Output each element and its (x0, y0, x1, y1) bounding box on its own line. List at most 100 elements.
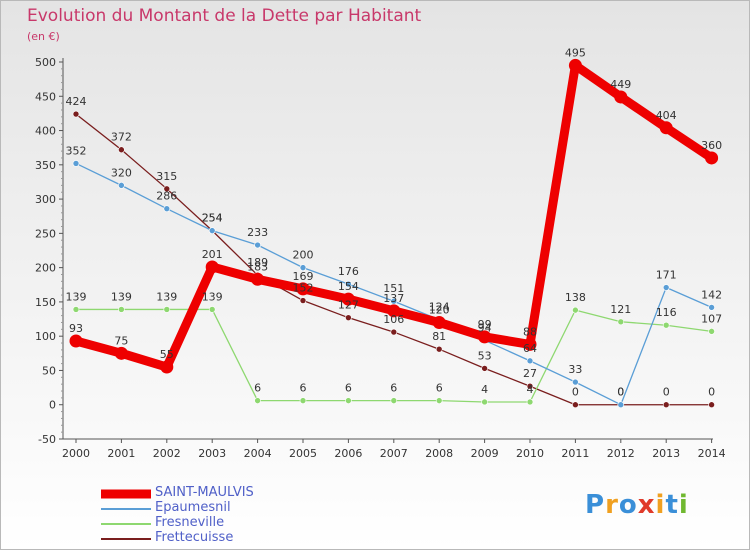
data-label-fresneville: 4 (527, 383, 534, 396)
data-label-fresneville: 107 (701, 312, 722, 325)
x-tick-label: 2003 (198, 447, 226, 460)
data-label-frettecuisse: 189 (247, 256, 268, 269)
data-label-epaumesnil: 151 (383, 282, 404, 295)
data-point-epaumesnil (390, 297, 398, 305)
data-label-fresneville: 139 (111, 290, 132, 303)
legend-label: SAINT-MAULVIS (155, 485, 254, 500)
data-point-epaumesnil (526, 357, 534, 365)
data-point-frettecuisse (708, 401, 715, 409)
data-point-saint-maulvis (568, 58, 582, 72)
y-tick-label: 300 (35, 193, 56, 206)
data-label-frettecuisse: 0 (708, 386, 715, 399)
logo-letter: r (605, 490, 619, 520)
data-label-fresneville: 6 (345, 382, 352, 395)
data-label-saint-maulvis: 404 (656, 109, 677, 122)
data-label-fresneville: 139 (202, 290, 223, 303)
data-label-fresneville: 6 (436, 382, 443, 395)
data-point-frettecuisse (481, 365, 488, 372)
x-tick-label: 2010 (516, 447, 544, 460)
y-tick-label: 50 (42, 364, 56, 377)
data-point-epaumesnil (72, 160, 80, 167)
data-point-saint-maulvis (114, 346, 128, 360)
data-point-epaumesnil (254, 241, 261, 249)
data-point-epaumesnil (572, 378, 579, 386)
data-label-saint-maulvis: 99 (478, 318, 492, 331)
x-tick-label: 2004 (244, 447, 272, 460)
data-label-fresneville: 138 (565, 291, 586, 304)
legend-swatch (101, 523, 151, 525)
data-point-frettecuisse (163, 185, 171, 193)
data-label-frettecuisse: 0 (663, 386, 670, 399)
data-label-epaumesnil: 124 (429, 301, 450, 314)
data-point-frettecuisse (72, 110, 80, 118)
data-point-saint-maulvis (523, 337, 537, 351)
data-label-fresneville: 6 (390, 382, 397, 395)
x-tick-label: 2006 (334, 447, 362, 460)
chart-subtitle: (en €) (27, 30, 60, 43)
data-point-fresneville (72, 306, 80, 313)
x-tick-label: 2013 (652, 447, 680, 460)
data-point-epaumesnil (163, 205, 171, 212)
data-point-saint-maulvis (614, 90, 628, 104)
logo-letter: o (618, 490, 638, 520)
data-label-fresneville: 116 (656, 306, 677, 319)
legend-label: Epaumesnil (155, 500, 231, 515)
data-label-saint-maulvis: 360 (701, 139, 722, 152)
data-point-saint-maulvis (69, 334, 83, 348)
chart-title: Evolution du Montant de la Dette par Hab… (27, 6, 422, 26)
data-label-epaumesnil: 233 (247, 226, 268, 239)
data-point-fresneville (118, 306, 125, 313)
data-point-fresneville (617, 318, 625, 326)
data-point-frettecuisse (390, 328, 398, 336)
data-label-frettecuisse: 424 (66, 95, 87, 108)
data-label-epaumesnil: 64 (523, 342, 537, 355)
data-label-fresneville: 4 (481, 383, 488, 396)
data-point-frettecuisse (662, 401, 670, 409)
logo-letter: t (665, 490, 679, 520)
y-tick-label: 0 (49, 399, 56, 412)
data-point-frettecuisse (118, 146, 125, 154)
data-point-fresneville (435, 397, 443, 404)
data-label-frettecuisse: 254 (202, 212, 223, 225)
data-point-epaumesnil (662, 284, 670, 291)
data-point-fresneville (345, 397, 352, 404)
data-label-frettecuisse: 106 (383, 313, 404, 326)
y-tick-label: 500 (35, 56, 56, 69)
data-point-fresneville (526, 398, 534, 406)
y-tick-label: -50 (38, 433, 56, 446)
data-label-fresneville: 6 (254, 382, 261, 395)
x-tick-label: 2008 (425, 447, 453, 460)
data-point-frettecuisse (299, 297, 307, 304)
data-label-saint-maulvis: 169 (293, 270, 314, 283)
data-label-frettecuisse: 152 (293, 282, 314, 295)
y-tick-label: 450 (35, 90, 56, 103)
data-label-fresneville: 6 (300, 382, 307, 395)
data-point-frettecuisse (345, 314, 352, 321)
x-tick-label: 2005 (289, 447, 317, 460)
data-point-saint-maulvis (387, 304, 401, 318)
data-point-saint-maulvis (160, 360, 174, 374)
data-label-saint-maulvis: 120 (429, 303, 450, 316)
data-label-frettecuisse: 315 (156, 170, 177, 183)
data-label-saint-maulvis: 183 (247, 260, 268, 273)
data-label-saint-maulvis: 201 (202, 248, 223, 261)
data-label-epaumesnil: 94 (478, 321, 492, 334)
x-tick-label: 2011 (561, 447, 589, 460)
data-label-saint-maulvis: 449 (610, 78, 631, 91)
data-point-fresneville (254, 397, 261, 404)
data-label-epaumesnil: 254 (202, 212, 223, 225)
x-tick-label: 2000 (62, 447, 90, 460)
proxiti-logo: Proxiti (585, 490, 689, 520)
data-label-epaumesnil: 352 (66, 144, 87, 157)
data-label-epaumesnil: 200 (293, 249, 314, 262)
data-point-saint-maulvis (705, 151, 719, 165)
data-label-frettecuisse: 127 (338, 299, 359, 312)
data-label-frettecuisse: 0 (572, 386, 579, 399)
data-label-saint-maulvis: 495 (565, 46, 586, 59)
data-label-saint-maulvis: 154 (338, 280, 359, 293)
data-point-frettecuisse (526, 382, 534, 390)
data-point-epaumesnil (208, 227, 216, 234)
data-point-saint-maulvis (341, 292, 355, 306)
data-label-epaumesnil: 142 (701, 288, 722, 301)
